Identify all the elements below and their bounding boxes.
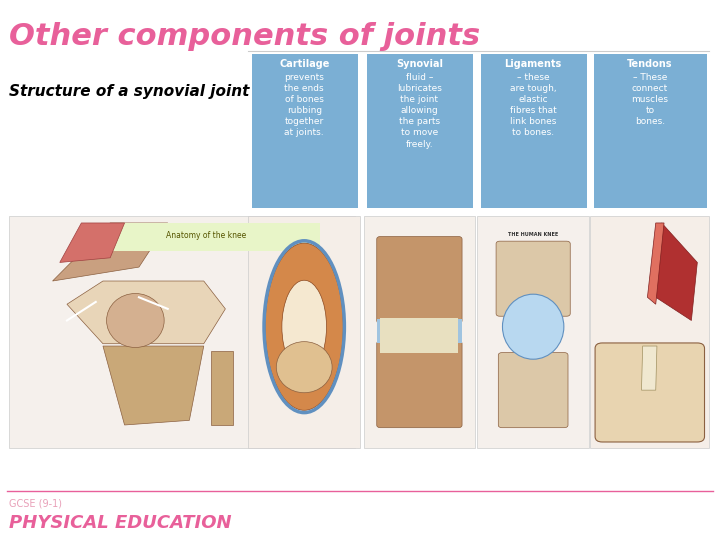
Polygon shape (642, 346, 657, 390)
FancyBboxPatch shape (367, 54, 473, 208)
Ellipse shape (276, 342, 332, 393)
FancyBboxPatch shape (595, 343, 704, 442)
Text: THE HUMAN KNEE: THE HUMAN KNEE (508, 232, 558, 237)
Text: GCSE (9-1): GCSE (9-1) (9, 498, 63, 509)
Text: prevents
the ends
of bones
rubbing
together
at joints.: prevents the ends of bones rubbing toget… (284, 73, 324, 137)
Ellipse shape (107, 293, 164, 348)
Ellipse shape (265, 243, 343, 410)
Text: – These
connect
muscles
to
bones.: – These connect muscles to bones. (631, 73, 668, 126)
Polygon shape (60, 223, 125, 262)
FancyBboxPatch shape (106, 223, 320, 251)
FancyBboxPatch shape (481, 54, 587, 208)
FancyBboxPatch shape (248, 216, 360, 448)
Polygon shape (656, 223, 697, 320)
FancyBboxPatch shape (477, 216, 589, 448)
Ellipse shape (503, 294, 564, 359)
FancyBboxPatch shape (380, 334, 459, 353)
FancyBboxPatch shape (380, 318, 459, 337)
Polygon shape (103, 346, 204, 425)
FancyBboxPatch shape (496, 241, 570, 316)
Text: – these
are tough,
elastic
fibres that
link bones
to bones.: – these are tough, elastic fibres that l… (510, 73, 557, 137)
Text: Cartilage: Cartilage (279, 59, 329, 70)
FancyBboxPatch shape (498, 353, 568, 428)
Text: Tendons: Tendons (627, 59, 672, 70)
FancyBboxPatch shape (377, 319, 462, 342)
FancyBboxPatch shape (377, 237, 462, 323)
Text: Ligaments: Ligaments (505, 59, 562, 70)
FancyBboxPatch shape (590, 216, 709, 448)
Text: Other components of joints: Other components of joints (9, 22, 480, 51)
Text: Anatomy of the knee: Anatomy of the knee (166, 231, 246, 240)
Polygon shape (647, 223, 664, 304)
Polygon shape (53, 223, 168, 281)
Text: fluid –
lubricates
the joint
allowing
the parts
to move
freely.: fluid – lubricates the joint allowing th… (397, 73, 442, 148)
Ellipse shape (282, 280, 327, 373)
FancyBboxPatch shape (9, 216, 355, 448)
FancyBboxPatch shape (364, 216, 475, 448)
Text: Synovial: Synovial (396, 59, 443, 70)
Polygon shape (67, 281, 225, 343)
FancyBboxPatch shape (594, 54, 707, 208)
Polygon shape (211, 350, 233, 425)
Text: PHYSICAL EDUCATION: PHYSICAL EDUCATION (9, 514, 232, 532)
FancyBboxPatch shape (377, 341, 462, 428)
FancyBboxPatch shape (252, 54, 358, 208)
Text: Structure of a synovial joint: Structure of a synovial joint (9, 84, 250, 99)
